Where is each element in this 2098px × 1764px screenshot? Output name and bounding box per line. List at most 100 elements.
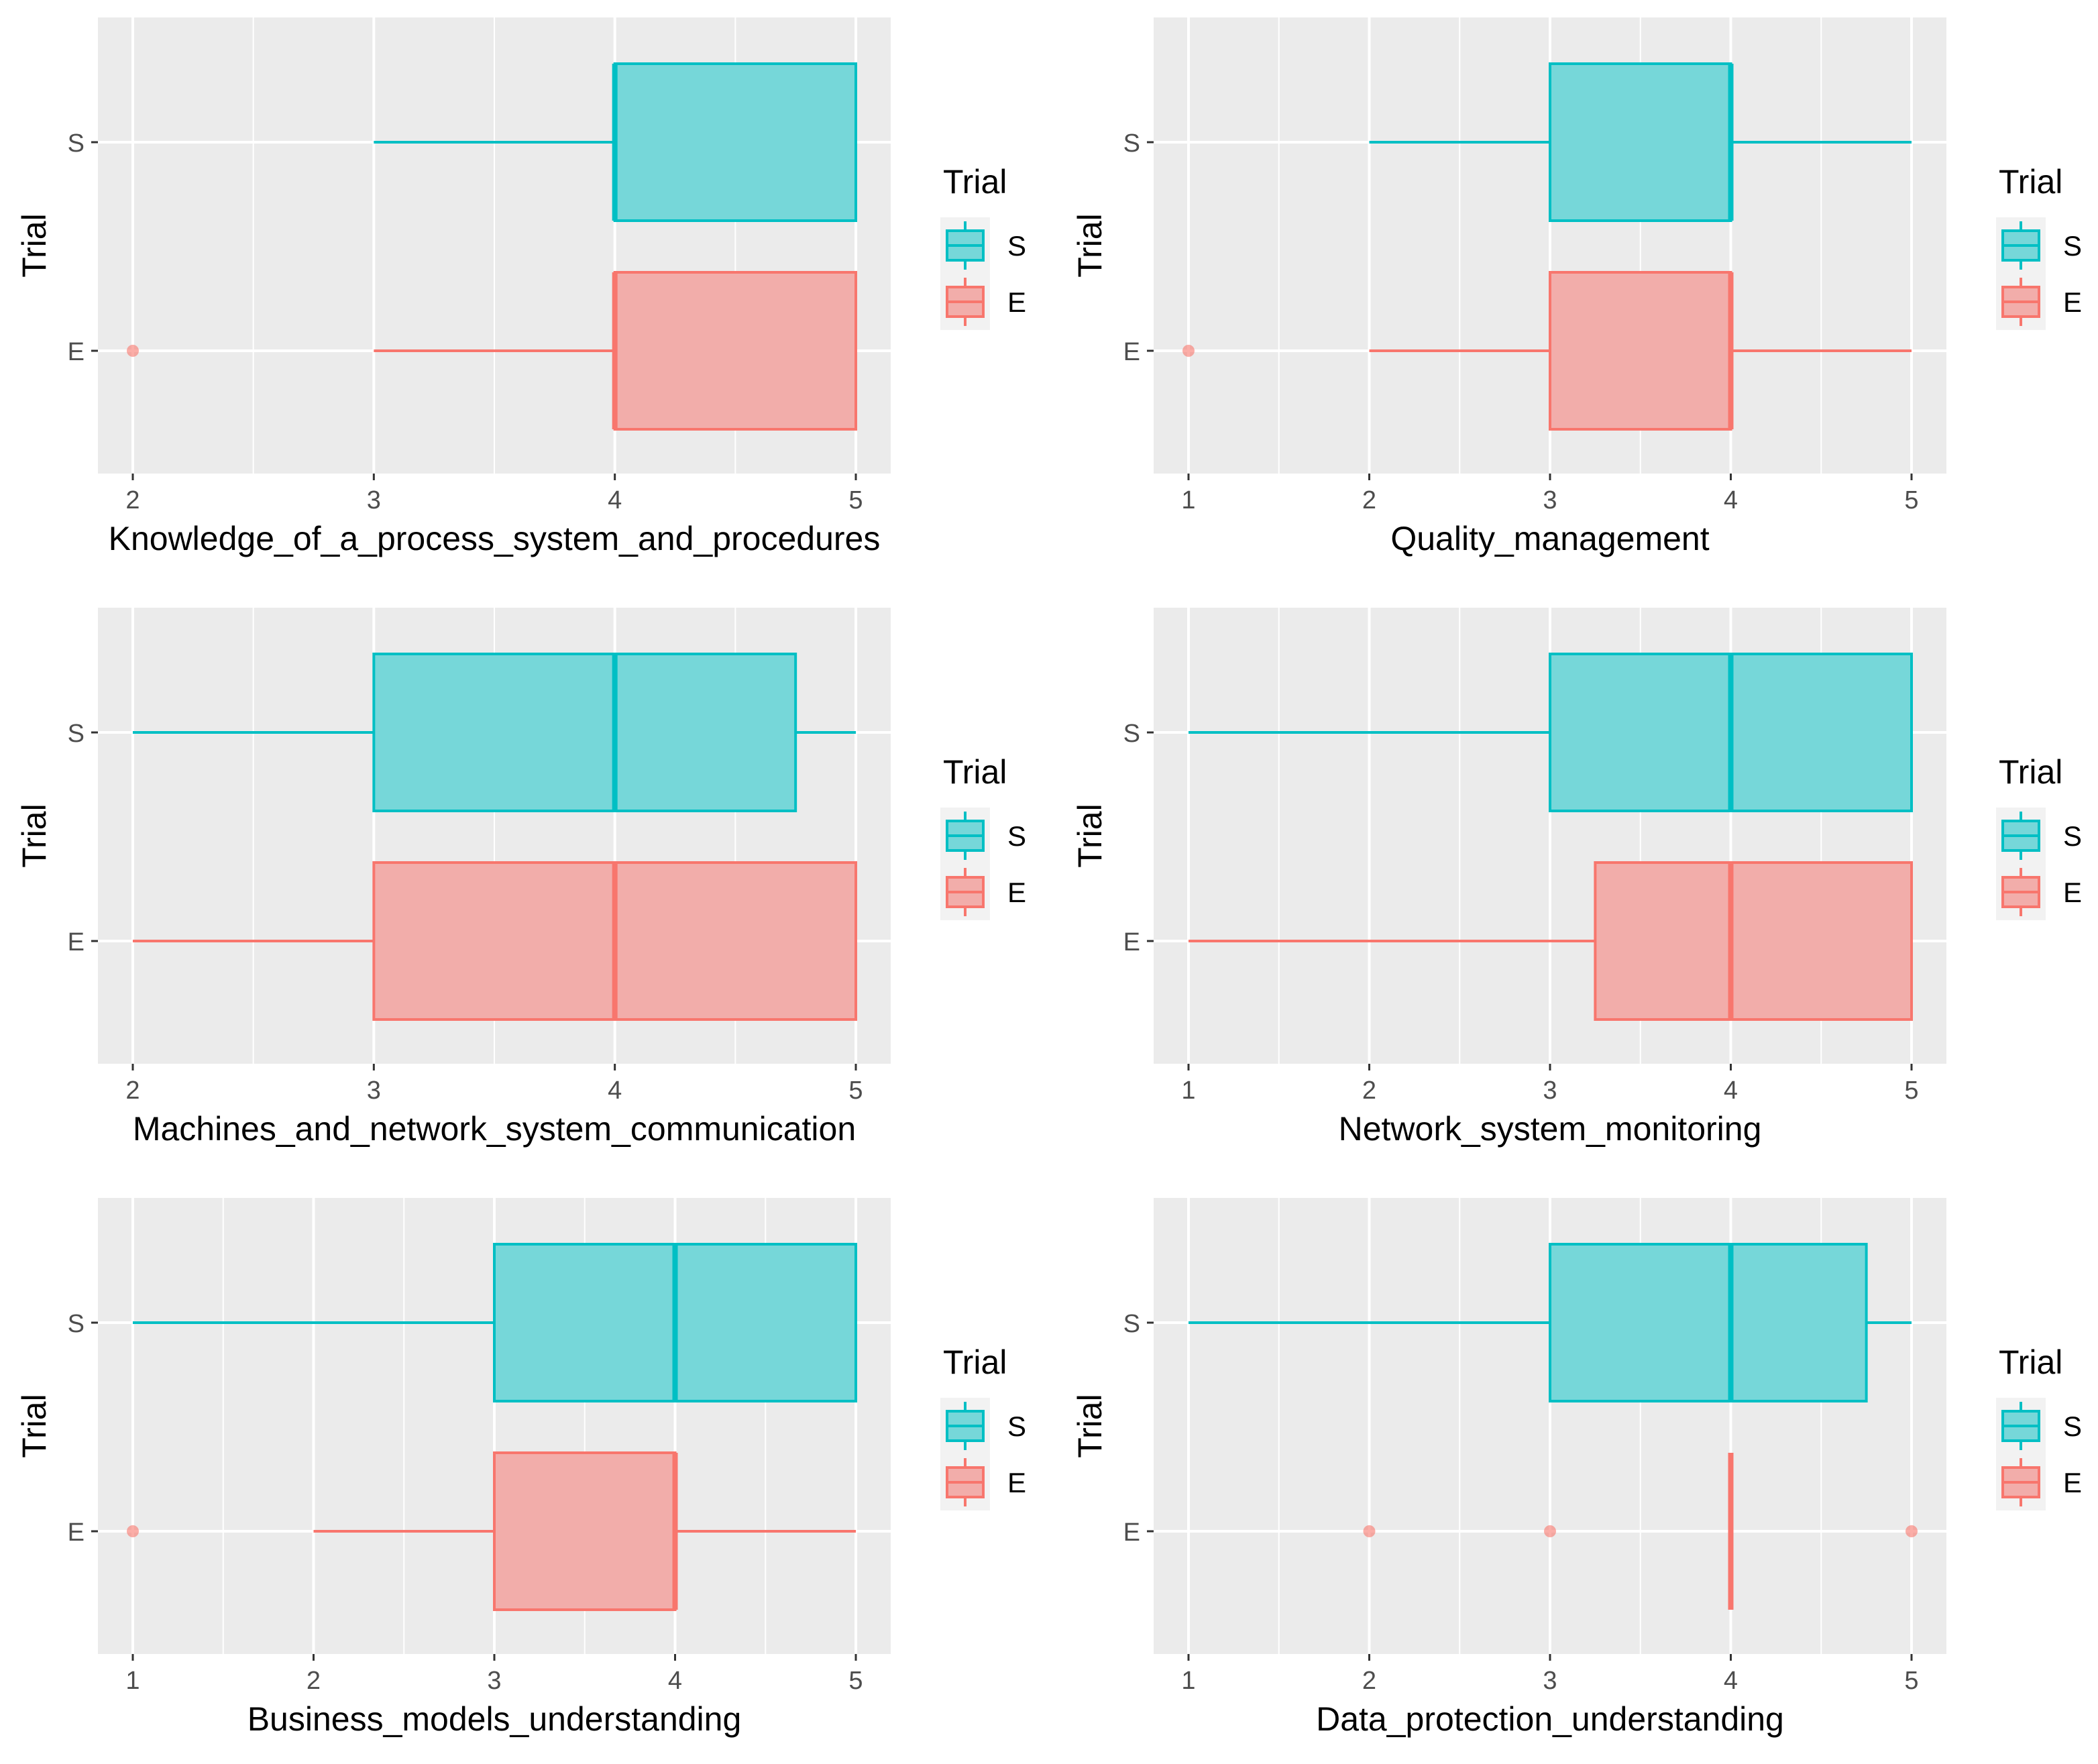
x-axis-title: Quality_management	[1390, 520, 1709, 557]
chart-panel-1: SE2 3 4 5Knowledge_of_a_process_system_and_…	[15, 17, 1026, 557]
legend-title: Trial	[943, 1343, 1007, 1381]
x-tick-label: 4	[608, 486, 622, 514]
legend-label-E: E	[2063, 286, 2082, 318]
x-axis-title: Data_protection_understanding	[1316, 1700, 1784, 1738]
x-tick-label: 2	[307, 1667, 321, 1695]
x-tick-label: 2	[1362, 486, 1376, 514]
x-tick-label: 1	[1181, 1077, 1195, 1105]
outlier-point	[127, 1525, 139, 1537]
box	[1549, 62, 1732, 222]
outlier-point	[1182, 345, 1195, 357]
y-tick-label: S	[1123, 720, 1140, 748]
x-axis-title: Business_models_understanding	[247, 1700, 742, 1738]
y-tick-label: E	[1123, 1519, 1140, 1547]
box	[613, 62, 858, 222]
x-tick-label: 2	[1362, 1667, 1376, 1695]
y-axis-title: Trial	[1071, 804, 1109, 867]
boxplot-E	[1363, 1453, 1918, 1610]
legend-label-E: E	[1007, 877, 1026, 908]
x-tick-label: 4	[668, 1667, 682, 1695]
boxplot-S	[1189, 653, 1913, 812]
outlier-point	[1363, 1525, 1376, 1537]
y-tick-label: E	[1123, 338, 1140, 366]
boxplot-S	[133, 1243, 857, 1402]
legend-title: Trial	[1999, 753, 2062, 791]
x-tick-label: 3	[487, 1667, 501, 1695]
x-tick-label: 1	[1181, 486, 1195, 514]
boxplot-E	[1189, 861, 1913, 1021]
boxplot-S	[1189, 1243, 1912, 1402]
x-tick-label: 5	[848, 486, 863, 514]
legend-label-S: S	[2063, 1411, 2082, 1442]
x-axis-title: Knowledge_of_a_process_system_and_proced…	[109, 520, 881, 557]
x-axis-title: Network_system_monitoring	[1339, 1110, 1762, 1148]
x-axis-title: Machines_and_network_system_communicatio…	[133, 1110, 856, 1148]
x-tick-label: 2	[125, 486, 140, 514]
x-tick-label: 4	[608, 1077, 622, 1105]
legend-title: Trial	[1999, 163, 2062, 201]
x-tick-label: 4	[1724, 1077, 1738, 1105]
y-tick-label: E	[1123, 928, 1140, 956]
box	[1594, 861, 1913, 1021]
x-tick-label: 5	[1904, 1077, 1918, 1105]
y-tick-label: S	[68, 129, 85, 158]
y-axis-title: Trial	[15, 1394, 53, 1457]
legend-title: Trial	[943, 163, 1007, 201]
y-tick-label: S	[68, 1310, 85, 1338]
boxplot-S	[374, 62, 858, 222]
y-tick-label: S	[68, 720, 85, 748]
legend-label-E: E	[1007, 1467, 1026, 1498]
boxplot-E	[133, 861, 857, 1021]
box	[1549, 271, 1732, 431]
chart-panel-4: SE1 2 3 4 5Network_system_monitoringTrialTri…	[1071, 608, 2082, 1148]
x-tick-label: 2	[1362, 1077, 1376, 1105]
box	[1549, 1243, 1868, 1402]
box	[372, 653, 797, 812]
legend-title: Trial	[1999, 1343, 2062, 1381]
legend-label-S: S	[2063, 230, 2082, 262]
legend-label-E: E	[2063, 1467, 2082, 1498]
y-axis-title: Trial	[15, 804, 53, 867]
y-tick-label: S	[1123, 129, 1140, 158]
boxplot-S	[1369, 62, 1912, 222]
y-tick-label: S	[1123, 1310, 1140, 1338]
x-tick-label: 4	[1724, 1667, 1738, 1695]
x-tick-label: 1	[125, 1667, 140, 1695]
x-tick-label: 3	[367, 1077, 381, 1105]
chart-panel-5: SE1 2 3 4 5Business_models_understandingTria…	[15, 1198, 1026, 1738]
boxplot-S	[133, 653, 856, 812]
x-tick-label: 3	[1543, 1077, 1557, 1105]
chart-panel-3: SE2 3 4 5Machines_and_network_system_commun…	[15, 608, 1026, 1148]
x-tick-label: 3	[1543, 1667, 1557, 1695]
boxplot-E	[1182, 271, 1912, 431]
outlier-point	[127, 345, 139, 357]
y-axis-title: Trial	[1071, 213, 1109, 277]
legend-label-S: S	[1007, 1411, 1026, 1442]
x-tick-label: 3	[1543, 486, 1557, 514]
legend-label-S: S	[1007, 820, 1026, 852]
y-tick-label: E	[68, 928, 85, 956]
boxplot-E	[127, 271, 858, 431]
legend-label-E: E	[1007, 286, 1026, 318]
legend-title: Trial	[943, 753, 1007, 791]
y-axis-title: Trial	[1071, 1394, 1109, 1457]
legend-label-S: S	[1007, 230, 1026, 262]
legend-label-S: S	[2063, 820, 2082, 852]
y-tick-label: E	[68, 1519, 85, 1547]
box	[493, 1451, 677, 1611]
legend-label-E: E	[2063, 877, 2082, 908]
x-tick-label: 5	[848, 1077, 863, 1105]
y-axis-title: Trial	[15, 213, 53, 277]
x-tick-label: 5	[848, 1667, 863, 1695]
outlier-point	[1906, 1525, 1918, 1537]
x-tick-label: 4	[1724, 486, 1738, 514]
box	[613, 271, 858, 431]
x-tick-label: 2	[125, 1077, 140, 1105]
boxplot-E	[127, 1451, 856, 1611]
outlier-point	[1544, 1525, 1556, 1537]
x-tick-label: 5	[1904, 1667, 1918, 1695]
x-tick-label: 5	[1904, 486, 1918, 514]
x-tick-label: 1	[1181, 1667, 1195, 1695]
